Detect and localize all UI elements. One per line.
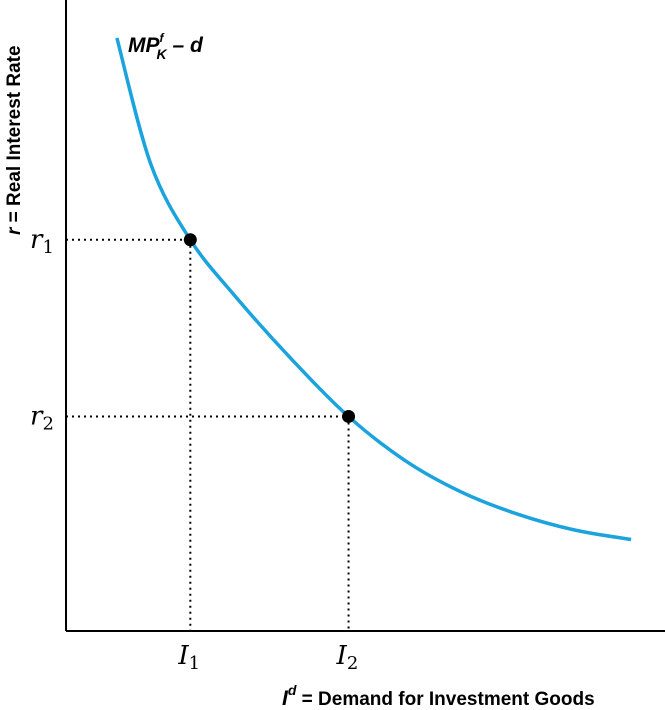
- curve-label-superscript: f: [160, 31, 165, 45]
- curve-point-2: [342, 409, 356, 423]
- y-tick-label-2: r2: [30, 401, 54, 434]
- curve-point-1: [183, 233, 197, 247]
- x-tick-label-1: I1: [177, 641, 200, 674]
- guide-lines: [66, 238, 350, 631]
- x-axis-symbol: I: [282, 687, 289, 710]
- tick-labels: r1 I1 r2 I2: [30, 225, 358, 674]
- y-axis-text: = Real Interest Rate: [4, 45, 25, 227]
- x-axis-text: = Demand for Investment Goods: [296, 689, 594, 710]
- curve-label-rest: – d: [167, 34, 204, 57]
- curve-points: [183, 233, 356, 423]
- y-axis-title: r = Real Interest Rate: [4, 45, 25, 235]
- curve-label-subscript: K: [157, 46, 168, 62]
- curve-label: MPf K – d: [128, 31, 204, 62]
- investment-demand-curve: [115, 37, 632, 542]
- y-axis-symbol: r: [4, 226, 25, 235]
- x-axis-superscript: d: [288, 682, 297, 698]
- x-axis-title: Id = Demand for Investment Goods: [282, 682, 595, 710]
- curve-label-main: MP: [128, 34, 160, 57]
- y-tick-label-1: r1: [30, 225, 54, 258]
- x-tick-label-2: I2: [336, 641, 359, 674]
